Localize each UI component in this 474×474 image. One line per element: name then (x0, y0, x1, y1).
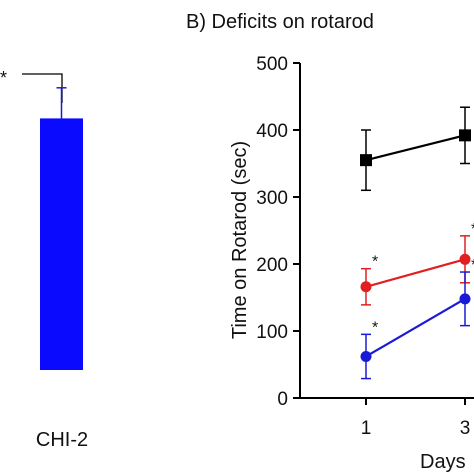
panel-a: * CHI-2 (0, 68, 88, 451)
x-axis-label: Days (420, 451, 466, 473)
panel-b-title: B) Deficits on rotarod (186, 11, 374, 33)
data-point (360, 350, 372, 362)
bar-category-label: CHI-2 (36, 429, 88, 451)
x-tick-label: 1 (361, 418, 372, 439)
panel-b: B) Deficits on rotarod Time on Rotarod (… (186, 11, 474, 473)
series-line (365, 134, 466, 162)
significance-marker: * (372, 254, 378, 271)
significance-marker: * (471, 221, 474, 238)
significance-marker: * (372, 319, 378, 336)
series-line (365, 297, 466, 358)
data-point (360, 281, 372, 293)
series-2: ** (360, 257, 474, 380)
series-0 (360, 106, 471, 192)
y-tick-label: 300 (256, 188, 288, 209)
data-point (360, 154, 372, 167)
y-tick-label: 400 (256, 121, 288, 142)
y-axis-label: Time on Rotarod (sec) (229, 141, 251, 339)
significance-marker: * (471, 257, 474, 274)
bar-significance-marker: * (0, 68, 7, 88)
y-tick-label: 100 (256, 322, 288, 343)
series-line (365, 258, 466, 288)
data-point (459, 129, 471, 142)
y-tick-label: 200 (256, 255, 288, 276)
y-tick-label: 500 (256, 54, 288, 75)
series-group: **** (360, 106, 474, 380)
data-point (459, 293, 471, 305)
y-ticks: 0 100 200 300 400 500 (256, 54, 300, 410)
x-tick-label: 3 (460, 418, 471, 439)
data-point (459, 253, 471, 265)
series-1: ** (360, 221, 474, 306)
bar-chi-2 (40, 118, 83, 371)
significance-bracket (22, 73, 63, 103)
y-tick-label: 0 (277, 389, 288, 410)
